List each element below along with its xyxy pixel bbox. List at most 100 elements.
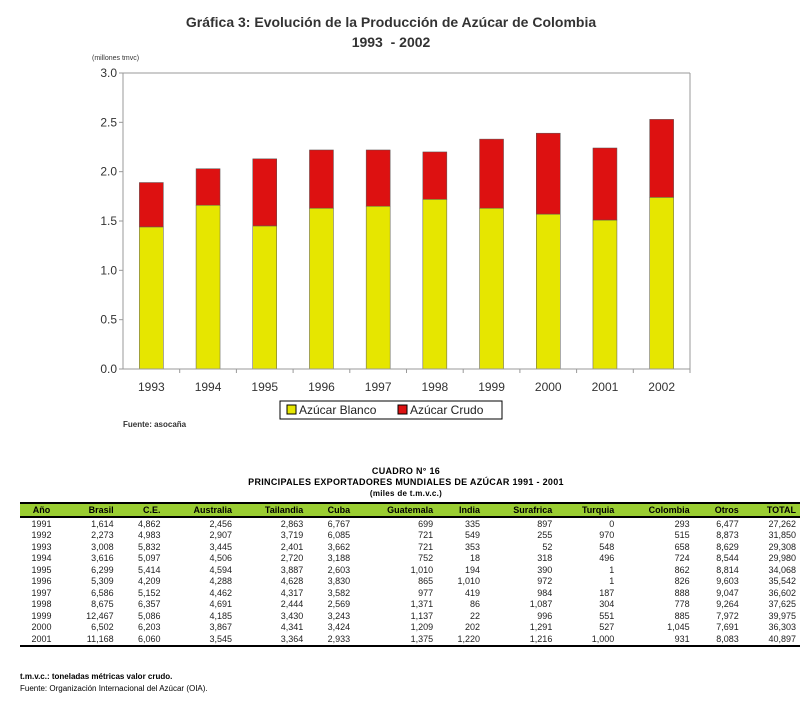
table-cell: 658 xyxy=(674,541,690,552)
table-cell: 549 xyxy=(465,530,481,541)
table-cell: 187 xyxy=(599,587,615,598)
table-cell: 27,262 xyxy=(768,518,796,529)
chart-legend: Azúcar Blanco Azúcar Crudo xyxy=(279,400,503,420)
table-row: 2000 6,502 6,203 3,867 4,341 3,424 1,209 202 1,2… xyxy=(20,622,800,634)
table-cell: 862 xyxy=(674,564,690,575)
table-cell: 2,456 xyxy=(209,518,233,529)
y-tick-label: 1.0 xyxy=(100,263,117,277)
table-cell: 4,594 xyxy=(209,564,233,575)
table-cell: 34,068 xyxy=(768,564,796,575)
column-header: Australia xyxy=(164,502,237,518)
table-row: 1995 6,299 5,414 4,594 3,887 2,603 1,010 194 390… xyxy=(20,564,800,576)
production-chart: Gráfica 3: Evolución de la Producción de… xyxy=(92,14,691,429)
table-cell: 31,850 xyxy=(768,530,796,541)
table-cell: 548 xyxy=(599,541,615,552)
table-cell: 6,357 xyxy=(138,599,161,610)
bar-blanco-1997 xyxy=(365,205,391,370)
x-tick-label: 1994 xyxy=(195,380,222,394)
table-unit: (miles de t.m.v.c.) xyxy=(369,489,443,498)
x-tick-label: 1998 xyxy=(421,380,448,394)
table-cell: 293 xyxy=(674,518,690,529)
table-cell: 2,569 xyxy=(327,599,351,610)
table-cell: 3,424 xyxy=(327,622,351,633)
table-cell: 3,662 xyxy=(327,541,351,552)
table-cell: 3,545 xyxy=(164,633,237,647)
table-cell: 496 xyxy=(599,553,615,564)
table-cell: 2,863 xyxy=(280,518,304,529)
table-cell: 11,168 xyxy=(63,633,118,647)
table-cell: 721 xyxy=(418,530,434,541)
table-cell: 3,830 xyxy=(327,576,351,587)
y-tick-label: 1.5 xyxy=(100,214,117,228)
table-cell: 897 xyxy=(537,518,553,529)
x-tick-label: 1995 xyxy=(251,380,278,394)
bar-blanco-1993 xyxy=(139,226,164,370)
table-cell: 9,264 xyxy=(716,599,739,610)
table-cell: 977 xyxy=(418,587,434,598)
bar-crudo-1997 xyxy=(365,149,391,207)
table-cell: 52 xyxy=(542,541,553,552)
table-cell: 1,010 xyxy=(457,576,481,587)
column-header: Tailandia xyxy=(236,502,308,518)
table-cell: 515 xyxy=(674,530,690,541)
bar-blanco-2001 xyxy=(592,219,618,370)
table-cell: 29,308 xyxy=(768,541,796,552)
bar-crudo-2002 xyxy=(649,119,674,198)
table-note: t.m.v.c.: toneladas métricas valor crudo… xyxy=(20,672,173,681)
column-header: TOTAL xyxy=(742,502,800,518)
table-cell: 6,586 xyxy=(91,587,114,598)
table-cell: 1,137 xyxy=(410,610,434,621)
chart-subtitle: 1993 - 2002 xyxy=(352,34,431,50)
table-cell: 6,299 xyxy=(91,564,114,575)
chart-source: Fuente: asocaña xyxy=(123,420,187,429)
table-cell: 1992 xyxy=(31,530,52,541)
table-title: PRINCIPALES EXPORTADORES MUNDIALES DE AZ… xyxy=(248,477,564,487)
bar-blanco-1998 xyxy=(422,199,448,370)
table-cell: 3,582 xyxy=(327,587,351,598)
bar-crudo-1999 xyxy=(479,138,504,209)
table-cell: 6,060 xyxy=(117,633,165,647)
bar-crudo-1998 xyxy=(422,151,448,200)
table-cell: 1 xyxy=(609,576,615,587)
table-cell: 194 xyxy=(465,564,481,575)
table-cell: 5,086 xyxy=(138,610,161,621)
table-cell: 22 xyxy=(470,610,481,621)
table-cell: 1991 xyxy=(31,518,52,529)
table-cell: 12,467 xyxy=(86,610,114,621)
table-row: 1993 3,008 5,832 3,445 2,401 3,662 721 353 52 548… xyxy=(20,541,800,553)
column-header: Colombia xyxy=(618,502,694,518)
table-cell: 2,603 xyxy=(327,564,351,575)
table-cell: 1,220 xyxy=(437,633,485,647)
table-cell: 885 xyxy=(674,610,690,621)
bar-blanco-1995 xyxy=(252,225,277,370)
table-cell: 1,045 xyxy=(667,622,690,633)
table-cell: 8,814 xyxy=(716,564,739,575)
table-cell: 304 xyxy=(599,599,615,610)
table-row: 1999 12,467 5,086 4,185 3,430 3,243 1,137 22 996… xyxy=(20,610,800,622)
bar-crudo-2001 xyxy=(592,147,618,221)
table-cell: 18 xyxy=(470,553,481,564)
table-cell: 4,462 xyxy=(209,587,233,598)
table-cell: 1,291 xyxy=(529,622,553,633)
table-cell: 2000 xyxy=(31,622,52,633)
table-row: 1997 6,586 5,152 4,462 4,317 3,582 977 419 984 18… xyxy=(20,587,800,599)
exporters-table: Año Brasil C.E. Australia Tailandia Cuba Guate… xyxy=(20,502,800,647)
table-cell: 699 xyxy=(418,518,434,529)
x-tick-label: 1993 xyxy=(138,380,165,394)
table-cell: 752 xyxy=(418,553,434,564)
table-cell: 4,341 xyxy=(280,622,304,633)
y-tick-label: 0.0 xyxy=(100,362,117,376)
table-cell: 865 xyxy=(418,576,434,587)
table-cell: 3,188 xyxy=(327,553,351,564)
y-tick-label: 2.0 xyxy=(100,165,117,179)
table-cell: 4,209 xyxy=(138,576,161,587)
table-cell: 527 xyxy=(599,622,615,633)
table-cell: 2,933 xyxy=(307,633,355,647)
y-tick-label: 2.5 xyxy=(100,115,117,129)
chart-title: Gráfica 3: Evolución de la Producción de… xyxy=(186,14,596,30)
table-cell: 724 xyxy=(674,553,690,564)
table-cell: 3,616 xyxy=(91,553,114,564)
table-cell: 5,832 xyxy=(138,541,161,552)
table-cell: 4,628 xyxy=(280,576,304,587)
table-cell: 931 xyxy=(618,633,694,647)
